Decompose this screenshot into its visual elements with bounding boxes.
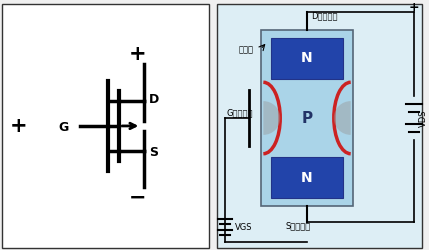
Text: D: D — [149, 93, 160, 106]
Bar — [2, 4, 209, 248]
Text: D（漏极）: D（漏极） — [311, 11, 338, 20]
Text: VDS: VDS — [419, 109, 428, 127]
Text: N: N — [301, 170, 313, 184]
Wedge shape — [263, 101, 280, 135]
Text: S: S — [149, 146, 158, 159]
Bar — [217, 4, 422, 248]
Text: G: G — [58, 122, 68, 134]
Text: G（栈极）: G（栈极） — [227, 108, 253, 118]
Bar — [271, 38, 343, 79]
Text: VGS: VGS — [235, 223, 252, 232]
Text: +: + — [409, 1, 420, 14]
Text: P: P — [302, 110, 313, 126]
Bar — [271, 157, 343, 198]
Text: S（源极）: S（源极） — [285, 222, 311, 231]
Text: 氧化层: 氧化层 — [239, 45, 254, 54]
Text: N: N — [301, 52, 313, 66]
Text: +: + — [9, 116, 27, 136]
Wedge shape — [334, 101, 350, 135]
Bar — [261, 30, 353, 206]
Text: +: + — [129, 44, 146, 64]
Text: −: − — [129, 188, 146, 208]
